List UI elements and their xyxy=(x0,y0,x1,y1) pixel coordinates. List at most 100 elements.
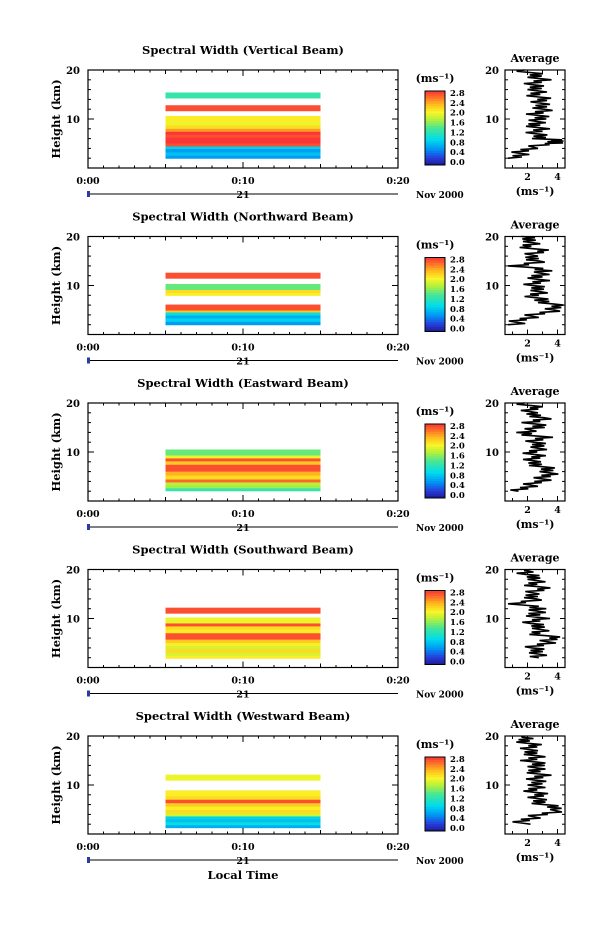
colorbar-cell xyxy=(425,441,445,445)
average-y-tick-label: 10 xyxy=(485,448,499,459)
data-band xyxy=(165,627,321,634)
average-y-tick-label: 20 xyxy=(485,732,499,743)
colorbar-tick-label: 2.8 xyxy=(450,755,465,765)
colorbar-cell xyxy=(425,475,445,479)
colorbar-cell xyxy=(425,597,445,601)
average-profile-line xyxy=(507,235,564,326)
colorbar-tick-label: 0.8 xyxy=(450,638,465,648)
x-tick-label: 0:10 xyxy=(231,509,255,520)
colorbar-cell xyxy=(425,98,445,102)
colorbar-unit-label: (ms⁻¹) xyxy=(416,738,455,751)
colorbar-unit-label: (ms⁻¹) xyxy=(416,405,455,418)
data-band xyxy=(165,105,321,112)
colorbar-frame xyxy=(424,257,446,332)
colorbar-cell xyxy=(425,453,445,457)
colorbar-cell xyxy=(425,130,445,134)
average-y-tick-label: 20 xyxy=(485,566,499,577)
colorbar-cell xyxy=(425,622,445,626)
colorbar-cell xyxy=(425,801,445,805)
colorbar-cell xyxy=(425,274,445,278)
average-x-label: (ms⁻¹) xyxy=(516,352,555,365)
colorbar-cell xyxy=(425,93,445,97)
colorbar-cell xyxy=(425,91,445,94)
colorbar-cell xyxy=(425,456,445,460)
x-tick-label: 0:10 xyxy=(231,676,255,687)
colorbar-cell xyxy=(425,600,445,604)
average-y-tick-label: 10 xyxy=(485,115,499,126)
x-tick-label: 0:10 xyxy=(231,842,255,853)
colorbar-cell xyxy=(425,463,445,467)
colorbar-cell xyxy=(425,292,445,295)
data-band xyxy=(165,146,321,153)
colorbar-tick-label: 1.2 xyxy=(450,461,465,471)
y-tick-label: 20 xyxy=(66,566,80,577)
colorbar-cell xyxy=(425,632,445,636)
colorbar-cell xyxy=(425,789,445,793)
colorbar-cell xyxy=(425,428,445,432)
data-band xyxy=(165,774,321,781)
colorbar-tick-label: 2.4 xyxy=(450,265,465,275)
colorbar-cell xyxy=(425,470,445,474)
colorbar-cell xyxy=(425,120,445,124)
x-tick-label: 0:00 xyxy=(76,176,100,187)
average-title: Average xyxy=(509,52,559,65)
colorbar-tick-label: 2.8 xyxy=(450,89,465,99)
colorbar-tick-label: 1.2 xyxy=(450,295,465,305)
average-x-label: (ms⁻¹) xyxy=(516,185,555,198)
average-x-tick-label: 2 xyxy=(524,339,531,350)
colorbar-cell xyxy=(425,781,445,785)
colorbar-cell xyxy=(425,100,445,104)
colorbar-cell xyxy=(425,590,445,594)
colorbar-cell xyxy=(425,282,445,286)
average-title: Average xyxy=(509,385,559,398)
colorbar-cell xyxy=(425,267,445,271)
colorbar-cell xyxy=(425,649,445,653)
colorbar-tick-label: 2.0 xyxy=(450,442,465,452)
y-tick-label: 10 xyxy=(66,115,80,126)
date-label: 21 xyxy=(236,190,249,201)
x-tick-label: 0:10 xyxy=(231,176,255,187)
colorbar-tick-label: 0.8 xyxy=(450,305,465,315)
colorbar-tick-label: 0.0 xyxy=(450,325,465,335)
colorbar-cell xyxy=(425,137,445,141)
data-band xyxy=(165,469,321,476)
x-tick-label: 0:00 xyxy=(76,842,100,853)
average-y-tick-label: 10 xyxy=(485,781,499,792)
colorbar-cell xyxy=(425,309,445,313)
panel-title: Spectral Width (Westward Beam) xyxy=(136,709,351,723)
colorbar-tick-label: 0.8 xyxy=(450,471,465,481)
colorbar-cell xyxy=(425,652,445,656)
colorbar-cell xyxy=(425,627,445,631)
average-x-tick-label: 2 xyxy=(524,672,531,683)
y-axis-label: Height (km) xyxy=(49,79,63,158)
colorbar-cell xyxy=(425,488,445,492)
colorbar-cell xyxy=(425,152,445,156)
colorbar-cell xyxy=(425,483,445,487)
average-x-tick-label: 4 xyxy=(554,838,561,849)
data-band xyxy=(165,122,321,129)
colorbar-cell xyxy=(425,326,445,330)
colorbar-tick-label: 2.8 xyxy=(450,422,465,432)
data-band xyxy=(165,800,321,807)
colorbar-cell xyxy=(425,794,445,797)
colorbar-cell xyxy=(425,828,445,832)
colorbar-cell xyxy=(425,142,445,146)
colorbar-cell xyxy=(425,480,445,484)
colorbar-tick-label: 1.6 xyxy=(450,452,465,462)
colorbar-tick-label: 0.4 xyxy=(450,814,465,824)
colorbar-cell xyxy=(425,324,445,328)
average-x-tick-label: 4 xyxy=(554,505,561,516)
colorbar-cell xyxy=(425,443,445,447)
colorbar-tick-label: 1.6 xyxy=(450,285,465,295)
x-tick-label: 0:00 xyxy=(76,509,100,520)
colorbar-cell xyxy=(425,592,445,596)
colorbar-cell xyxy=(425,617,445,621)
y-tick-label: 20 xyxy=(66,732,80,743)
colorbar-cell xyxy=(425,816,445,820)
colorbar-cell xyxy=(425,808,445,812)
colorbar-cell xyxy=(425,485,445,489)
colorbar-cell xyxy=(425,438,445,442)
colorbar-cell xyxy=(425,647,445,651)
colorbar-cell xyxy=(425,495,445,499)
panel-title: Spectral Width (Southward Beam) xyxy=(132,543,354,557)
